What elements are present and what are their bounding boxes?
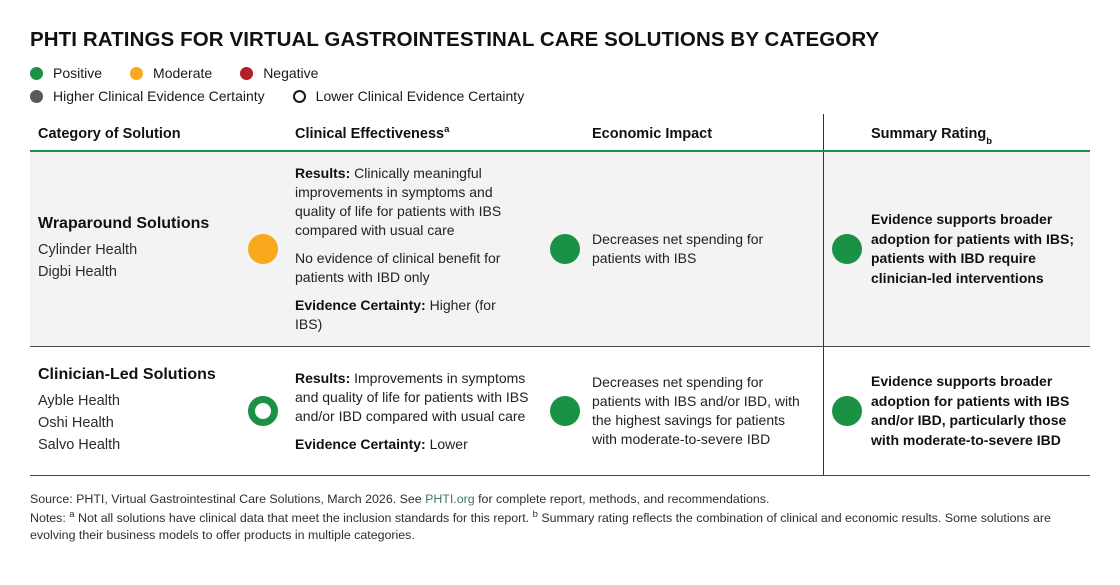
- legend-ratings-row: Positive Moderate Negative: [30, 65, 1090, 81]
- results-label: Results:: [295, 165, 351, 181]
- rating-dot-zone: [545, 234, 592, 264]
- company-name: Salvo Health: [38, 437, 121, 453]
- clinical-cell: Results: Improvements in symptoms and qu…: [240, 347, 545, 475]
- evidence-certainty-label: Evidence Certainty:: [295, 297, 426, 313]
- footer: Source: PHTI, Virtual Gastrointestinal C…: [30, 491, 1090, 545]
- clinical-text: Results: Clinically meaningful improveme…: [295, 164, 515, 334]
- summary-text: Evidence supports broader adoption for p…: [871, 211, 1074, 286]
- legend-item-higher-certainty: Higher Clinical Evidence Certainty: [30, 88, 265, 104]
- clinical-paragraph: Results: Improvements in symptoms and qu…: [295, 369, 545, 426]
- legend-item-positive: Positive: [30, 65, 102, 81]
- column-header-label: Clinical Effectiveness: [295, 126, 445, 142]
- moderate-dot-icon: [130, 66, 144, 80]
- company-name: Oshi Health: [38, 415, 114, 431]
- category-cell: Wraparound Solutions Cylinder Health Dig…: [30, 215, 240, 283]
- footnote-marker-a: a: [69, 508, 75, 520]
- category-cell: Clinician-Led Solutions Ayble Health Osh…: [30, 366, 240, 456]
- paragraph-text: Improvements in symptoms and quality of …: [295, 369, 529, 424]
- rating-dot-zone: [240, 396, 295, 426]
- rating-dot-zone: [240, 234, 295, 264]
- source-text: Source: PHTI, Virtual Gastrointestinal C…: [30, 492, 426, 506]
- legend-certainty-row: Higher Clinical Evidence Certainty Lower…: [30, 88, 1090, 104]
- economic-text: Decreases net spending for patients with…: [592, 231, 764, 266]
- legend-label: Lower Clinical Evidence Certainty: [315, 88, 525, 104]
- positive-rating-icon: [832, 396, 862, 426]
- paragraph-text: Clinically meaningful improvements in sy…: [295, 165, 502, 238]
- rating-dot-zone: [824, 396, 871, 426]
- economic-cell: Decreases net spending for patients with…: [545, 152, 823, 346]
- company-name: Cylinder Health: [38, 242, 138, 258]
- legend-item-moderate: Moderate: [130, 65, 212, 81]
- rating-dot-zone: [545, 396, 592, 426]
- column-header-clinical: Clinical Effectivenessa: [240, 124, 545, 150]
- table-row-wraparound: Wraparound Solutions Cylinder Health Dig…: [30, 152, 1090, 347]
- ratings-table: Category of Solution Clinical Effectiven…: [30, 114, 1090, 476]
- category-title: Clinician-Led Solutions: [38, 366, 216, 383]
- legend-item-lower-certainty: Lower Clinical Evidence Certainty: [292, 88, 525, 104]
- company-name: Digbi Health: [38, 264, 117, 280]
- economic-cell: Decreases net spending for patients with…: [545, 347, 823, 475]
- legend: Positive Moderate Negative Higher Clinic…: [0, 52, 1120, 104]
- summary-text: Evidence supports broader adoption for p…: [871, 373, 1070, 448]
- positive-rating-icon: [550, 234, 580, 264]
- footnote-marker-a: a: [444, 124, 450, 136]
- negative-dot-icon: [240, 66, 254, 80]
- open-circle-icon: [292, 89, 306, 103]
- source-text: for complete report, methods, and recomm…: [474, 492, 770, 506]
- category-title: Wraparound Solutions: [38, 215, 210, 232]
- column-header-label: Summary Rating: [871, 126, 987, 142]
- positive-rating-icon: [832, 234, 862, 264]
- column-header-economic: Economic Impact: [545, 126, 823, 150]
- legend-label: Negative: [263, 65, 319, 81]
- positive-dot-icon: [30, 66, 43, 80]
- table-header-row: Category of Solution Clinical Effectiven…: [30, 114, 1090, 152]
- results-label: Results:: [295, 369, 351, 386]
- legend-label: Higher Clinical Evidence Certainty: [53, 88, 265, 104]
- page-title: PHTI RATINGS FOR VIRTUAL GASTROINTESTINA…: [30, 28, 880, 51]
- summary-cell: Evidence supports broader adoption for p…: [823, 347, 1090, 475]
- evidence-certainty-label: Evidence Certainty:: [295, 435, 426, 452]
- clinical-paragraph: Evidence Certainty: Lower: [295, 435, 545, 454]
- summary-cell: Evidence supports broader adoption for p…: [823, 152, 1090, 346]
- positive-rating-icon: [550, 396, 580, 426]
- notes-label: Notes:: [30, 510, 70, 525]
- economic-text: Decreases net spending for patients with…: [592, 374, 800, 447]
- legend-item-negative: Negative: [240, 65, 318, 81]
- column-header-category: Category of Solution: [38, 126, 181, 142]
- notes-line: Notes: a Not all solutions have clinical…: [30, 508, 1090, 545]
- clinical-paragraph: Results: Clinically meaningful improveme…: [295, 164, 515, 240]
- moderate-rating-icon: [248, 234, 278, 264]
- note-a-text: Not all solutions have clinical data tha…: [74, 510, 533, 525]
- table-row-clinician-led: Clinician-Led Solutions Ayble Health Osh…: [30, 347, 1090, 476]
- paragraph-text: No evidence of clinical benefit for pati…: [295, 250, 501, 285]
- column-header-summary: Summary Rating b: [823, 114, 1090, 150]
- clinical-text: Results: Improvements in symptoms and qu…: [295, 369, 545, 454]
- phti-org-link[interactable]: PHTI.org: [425, 492, 475, 506]
- rating-dot-zone: [824, 234, 871, 264]
- clinical-cell: Results: Clinically meaningful improveme…: [240, 152, 545, 346]
- legend-label: Moderate: [153, 65, 213, 81]
- footnote-marker-b: b: [532, 508, 538, 520]
- column-header-label: Economic Impact: [592, 126, 713, 142]
- filled-circle-icon: [30, 89, 43, 103]
- positive-lower-certainty-ring-icon: [248, 396, 278, 426]
- clinical-paragraph: No evidence of clinical benefit for pati…: [295, 249, 515, 287]
- source-line: Source: PHTI, Virtual Gastrointestinal C…: [30, 491, 1090, 509]
- paragraph-text: Higher (for IBS): [295, 297, 496, 332]
- paragraph-text: Lower: [425, 435, 468, 452]
- company-name: Ayble Health: [38, 393, 120, 409]
- clinical-paragraph: Evidence Certainty: Higher (for IBS): [295, 296, 515, 334]
- note-b-text: Summary rating reflects the combination …: [30, 510, 1051, 543]
- legend-label: Positive: [53, 65, 103, 81]
